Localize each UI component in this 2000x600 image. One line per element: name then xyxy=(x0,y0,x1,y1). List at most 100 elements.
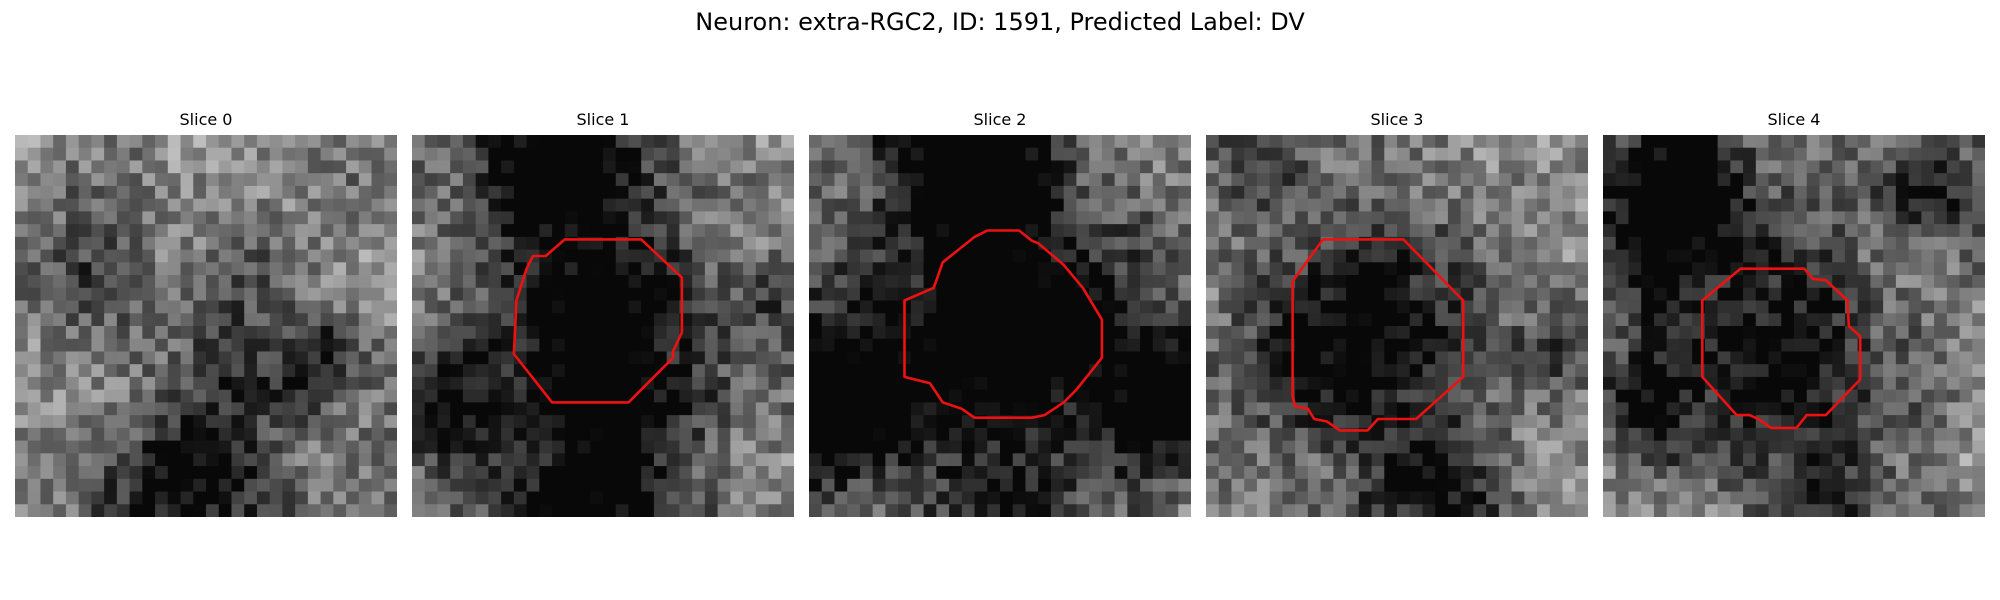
image-pixel xyxy=(1537,466,1551,480)
image-pixel xyxy=(1537,453,1551,467)
image-pixel xyxy=(1641,402,1655,416)
image-pixel xyxy=(1435,224,1449,238)
image-pixel xyxy=(218,185,233,200)
image-pixel xyxy=(1653,211,1668,225)
image-pixel xyxy=(15,185,29,200)
image-pixel xyxy=(1524,160,1538,174)
image-pixel xyxy=(910,135,925,149)
image-pixel xyxy=(1282,236,1296,251)
image-pixel xyxy=(1320,275,1334,289)
image-pixel xyxy=(859,275,874,289)
image-pixel xyxy=(1934,389,1948,403)
image-pixel xyxy=(679,402,693,416)
image-pixel xyxy=(206,262,220,276)
image-pixel xyxy=(1295,275,1309,289)
image-pixel xyxy=(1972,224,1985,238)
image-pixel xyxy=(1409,389,1424,403)
image-pixel xyxy=(872,415,886,429)
image-pixel xyxy=(193,351,207,365)
image-pixel xyxy=(1781,326,1795,340)
image-pixel xyxy=(424,198,439,212)
image-pixel xyxy=(307,326,322,340)
image-pixel xyxy=(1768,211,1782,225)
image-pixel xyxy=(1269,504,1283,517)
image-pixel xyxy=(346,173,360,187)
image-pixel xyxy=(193,287,207,302)
image-pixel xyxy=(1346,364,1360,378)
image-pixel xyxy=(1704,326,1719,340)
image-pixel xyxy=(1384,185,1398,200)
image-pixel xyxy=(1832,326,1846,340)
image-pixel xyxy=(1959,504,1973,517)
image-pixel xyxy=(1333,313,1347,327)
image-pixel xyxy=(1794,211,1808,225)
image-pixel xyxy=(346,478,360,493)
image-pixel xyxy=(206,300,220,314)
image-pixel xyxy=(564,478,579,493)
image-pixel xyxy=(1346,147,1360,162)
image-pixel xyxy=(450,173,464,187)
image-pixel xyxy=(1946,313,1961,327)
image-pixel xyxy=(371,198,385,212)
image-pixel xyxy=(384,453,397,467)
image-pixel xyxy=(333,313,347,327)
image-pixel xyxy=(1498,351,1513,365)
image-pixel xyxy=(116,402,131,416)
image-pixel xyxy=(1537,198,1551,212)
image-pixel xyxy=(577,135,591,149)
image-pixel xyxy=(295,249,309,263)
image-pixel xyxy=(333,466,347,480)
image-pixel xyxy=(180,313,194,327)
image-pixel xyxy=(539,326,553,340)
image-pixel xyxy=(615,402,630,416)
image-pixel xyxy=(1473,376,1487,391)
image-pixel xyxy=(1152,160,1167,174)
image-pixel xyxy=(358,427,373,442)
image-pixel xyxy=(1178,185,1191,200)
image-pixel xyxy=(577,287,591,302)
image-pixel xyxy=(1844,453,1859,467)
image-pixel xyxy=(1819,427,1833,442)
image-pixel xyxy=(1743,224,1757,238)
image-pixel xyxy=(1152,504,1167,517)
image-pixel xyxy=(692,147,706,162)
image-pixel xyxy=(180,466,194,480)
image-pixel xyxy=(1282,249,1296,263)
image-pixel xyxy=(1946,415,1961,429)
image-pixel xyxy=(1422,415,1436,429)
image-pixel xyxy=(1409,466,1424,480)
image-pixel xyxy=(333,478,347,493)
image-pixel xyxy=(1575,478,1588,493)
image-pixel xyxy=(65,211,80,225)
image-pixel xyxy=(1025,376,1039,391)
image-pixel xyxy=(1959,313,1973,327)
image-pixel xyxy=(256,249,271,263)
image-pixel xyxy=(730,147,744,162)
image-pixel xyxy=(129,236,143,251)
image-pixel xyxy=(1768,313,1782,327)
image-pixel xyxy=(1012,185,1027,200)
image-pixel xyxy=(1101,198,1116,212)
image-pixel xyxy=(936,185,950,200)
image-pixel xyxy=(1473,453,1487,467)
image-pixel xyxy=(1358,275,1373,289)
image-pixel xyxy=(142,198,156,212)
image-pixel xyxy=(333,135,347,149)
image-pixel xyxy=(1615,427,1630,442)
image-pixel xyxy=(1114,135,1128,149)
image-pixel xyxy=(129,173,143,187)
image-pixel xyxy=(1447,147,1462,162)
image-pixel xyxy=(1486,364,1500,378)
image-pixel xyxy=(910,491,925,505)
image-pixel xyxy=(78,173,92,187)
image-pixel xyxy=(949,211,963,225)
image-pixel xyxy=(1409,236,1424,251)
image-pixel xyxy=(371,262,385,276)
image-pixel xyxy=(1320,504,1334,517)
image-pixel xyxy=(1498,376,1513,391)
image-pixel xyxy=(1895,211,1910,225)
image-pixel xyxy=(282,313,296,327)
image-pixel xyxy=(1844,185,1859,200)
image-pixel xyxy=(1152,326,1167,340)
image-pixel xyxy=(1692,402,1706,416)
